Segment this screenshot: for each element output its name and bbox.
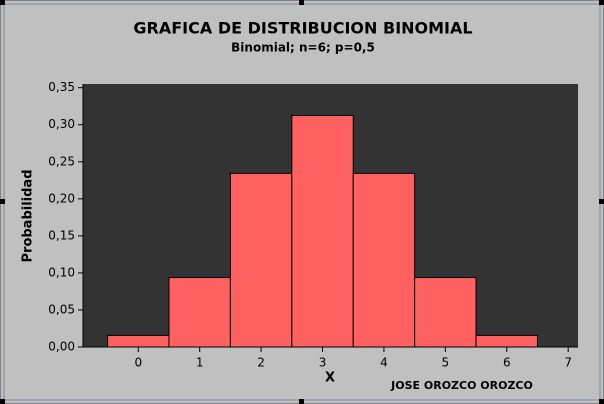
x-axis-label: X: [325, 371, 335, 386]
bar: [291, 114, 354, 348]
x-tick-label: 3: [319, 356, 327, 370]
bar: [107, 334, 170, 348]
x-tick-label: 6: [503, 356, 511, 370]
y-axis-label: Probabilidad: [21, 169, 36, 262]
x-tick-label: 5: [442, 356, 450, 370]
y-tick-label: 0,30: [48, 117, 75, 131]
y-tick-label: 0,15: [48, 228, 75, 242]
y-tick-label: 0,25: [48, 154, 75, 168]
bar: [229, 172, 293, 348]
bar: [414, 277, 477, 348]
bar: [168, 277, 231, 348]
chart-title: GRAFICA DE DISTRIBUCION BINOMIAL: [133, 19, 472, 38]
bar: [475, 334, 538, 348]
x-tick-label: 7: [564, 356, 572, 370]
bar: [352, 172, 416, 348]
y-tick-label: 0,20: [48, 191, 75, 205]
y-tick-label: 0,35: [48, 80, 75, 94]
chart-subtitle: Binomial; n=6; p=0,5: [231, 41, 375, 55]
annotation: JOSE OROZCO OROZCO: [390, 379, 533, 392]
y-tick-label: 0,10: [48, 265, 75, 279]
x-tick-label: 2: [257, 356, 265, 370]
x-tick-label: 4: [380, 356, 388, 370]
x-tick-label: 0: [134, 356, 142, 370]
x-tick-label: 1: [196, 356, 204, 370]
y-tick-label: 0,05: [48, 302, 75, 316]
y-tick-label: 0,00: [48, 340, 75, 354]
